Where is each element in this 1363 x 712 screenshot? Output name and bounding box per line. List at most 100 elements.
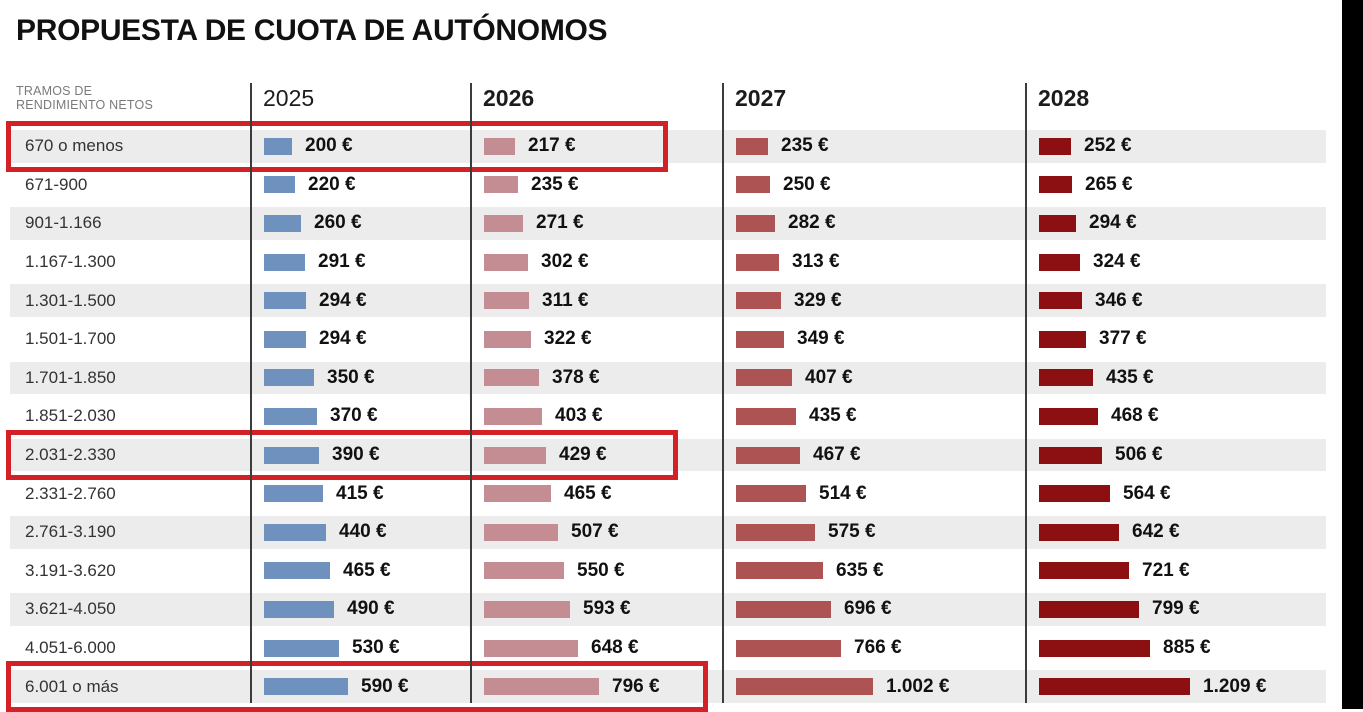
value-bar: [264, 330, 306, 348]
value-label: 377 €: [1099, 328, 1147, 350]
year-header-2027: 2027: [735, 85, 787, 111]
value-bar: [736, 137, 768, 155]
row-label-cell: 670 o menos: [10, 127, 250, 166]
table-row: 2.331-2.760 415 € 465 € 514 € 564 €: [10, 474, 1326, 513]
value-label: 390 €: [332, 444, 380, 466]
bar-cell-2028: 435 €: [1025, 359, 1326, 398]
value-label: 435 €: [809, 405, 857, 427]
value-label: 721 €: [1142, 559, 1190, 581]
row-label: 2.331-2.760: [25, 483, 116, 503]
row-label-cell: 1.167-1.300: [10, 243, 250, 282]
bar-cell-2028: 468 €: [1025, 397, 1326, 436]
bar-cell-2025: 260 €: [250, 204, 470, 243]
row-label-cell: 1.301-1.500: [10, 281, 250, 320]
row-label: 1.851-2.030: [25, 406, 116, 426]
row-label: 1.501-1.700: [25, 329, 116, 349]
value-label: 235 €: [531, 173, 579, 195]
value-label: 313 €: [792, 251, 840, 273]
value-label: 468 €: [1111, 405, 1159, 427]
value-bar: [484, 214, 523, 232]
bar-cell-2027: 250 €: [722, 166, 1025, 205]
value-bar: [1039, 485, 1110, 503]
bar-cell-2026: 235 €: [470, 166, 722, 205]
value-label: 429 €: [559, 444, 607, 466]
bar-cell-2027: 766 €: [722, 629, 1025, 668]
value-bar: [264, 292, 306, 310]
value-label: 799 €: [1152, 598, 1200, 620]
bar-cell-2027: 435 €: [722, 397, 1025, 436]
row-label-cell: 3.191-3.620: [10, 552, 250, 591]
row-header-label: TRAMOS DE RENDIMIENTO NETOS: [16, 84, 153, 112]
row-label: 671-900: [25, 174, 88, 194]
value-bar: [484, 600, 570, 618]
value-label: 322 €: [544, 328, 592, 350]
bar-cell-2026: 302 €: [470, 243, 722, 282]
row-label-cell: 2.331-2.760: [10, 474, 250, 513]
value-label: 435 €: [1106, 366, 1154, 388]
bar-cell-2025: 220 €: [250, 166, 470, 205]
value-bar: [1039, 562, 1129, 580]
bar-cell-2028: 642 €: [1025, 513, 1326, 552]
value-bar: [1039, 369, 1093, 387]
value-label: 220 €: [308, 173, 356, 195]
value-label: 346 €: [1095, 289, 1143, 311]
value-bar: [736, 485, 806, 503]
value-bar: [736, 639, 841, 657]
value-label: 324 €: [1093, 251, 1141, 273]
row-label: 901-1.166: [25, 213, 102, 233]
value-label: 1.209 €: [1203, 675, 1267, 697]
value-bar: [484, 485, 551, 503]
table-row: 1.301-1.500 294 € 311 € 329 € 346 €: [10, 281, 1326, 320]
bar-cell-2028: 721 €: [1025, 552, 1326, 591]
row-label-cell: 671-900: [10, 166, 250, 205]
column-divider: [1025, 83, 1027, 703]
bar-cell-2025: 294 €: [250, 320, 470, 359]
bar-cell-2026: 271 €: [470, 204, 722, 243]
value-label: 514 €: [819, 482, 867, 504]
value-bar: [484, 407, 542, 425]
table-row: 6.001 o más 590 € 796 € 1.002 € 1.209 €: [6, 661, 1326, 712]
value-bar: [1039, 639, 1150, 657]
bar-cell-2026: 311 €: [470, 281, 722, 320]
value-bar: [1039, 523, 1119, 541]
value-bar: [264, 137, 292, 155]
value-bar: [484, 446, 546, 464]
bar-cell-2025: 291 €: [250, 243, 470, 282]
value-bar: [736, 292, 781, 310]
value-label: 378 €: [552, 366, 600, 388]
value-label: 766 €: [854, 637, 902, 659]
bar-cell-2028: 885 €: [1025, 629, 1326, 668]
value-label: 550 €: [577, 559, 625, 581]
bar-cell-2026: 465 €: [470, 474, 722, 513]
value-label: 302 €: [541, 251, 589, 273]
value-label: 403 €: [555, 405, 603, 427]
value-bar: [736, 678, 873, 696]
year-header-2026: 2026: [483, 85, 535, 111]
value-label: 642 €: [1132, 521, 1180, 543]
value-bar: [484, 253, 528, 271]
value-label: 265 €: [1085, 173, 1133, 195]
bar-cell-2026: 322 €: [470, 320, 722, 359]
row-label: 3.191-3.620: [25, 560, 116, 580]
value-bar: [264, 407, 317, 425]
bar-cell-2027: 282 €: [722, 204, 1025, 243]
value-bar: [264, 369, 314, 387]
value-label: 294 €: [319, 289, 367, 311]
bar-cell-2025: 465 €: [250, 552, 470, 591]
value-bar: [484, 639, 578, 657]
value-label: 465 €: [343, 559, 391, 581]
value-label: 440 €: [339, 521, 387, 543]
bar-cell-2026: 796 €: [470, 667, 722, 706]
value-bar: [484, 369, 539, 387]
value-label: 252 €: [1084, 135, 1132, 157]
value-label: 235 €: [781, 135, 829, 157]
row-header-line1: TRAMOS DE: [16, 84, 93, 98]
value-bar: [484, 292, 529, 310]
value-label: 590 €: [361, 675, 409, 697]
value-bar: [484, 137, 515, 155]
value-label: 490 €: [347, 598, 395, 620]
value-bar: [1039, 176, 1072, 194]
bar-cell-2025: 490 €: [250, 590, 470, 629]
row-label: 4.051-6.000: [25, 638, 116, 658]
bar-cell-2027: 1.002 €: [722, 667, 1025, 706]
